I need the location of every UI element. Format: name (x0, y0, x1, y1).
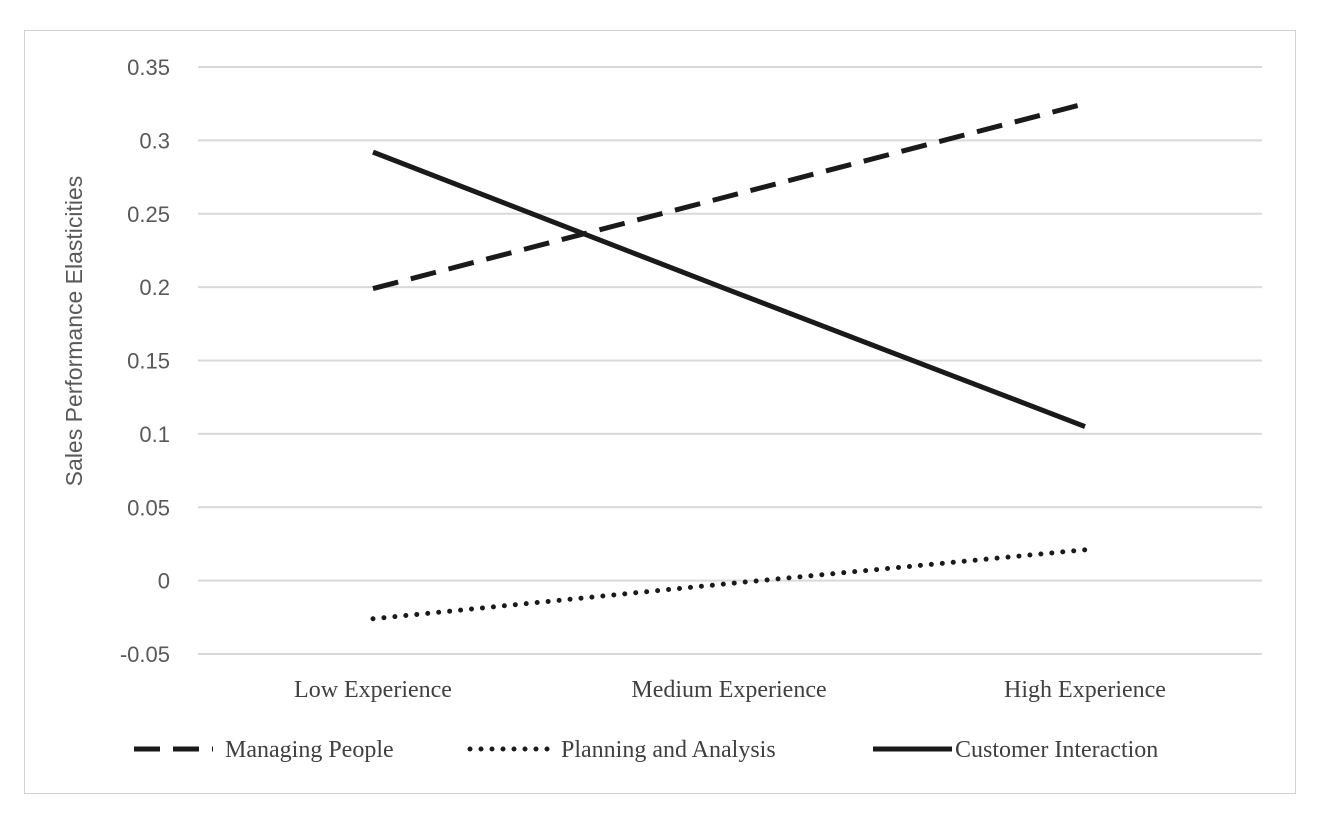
series-line-customer-interaction (372, 149, 1086, 429)
y-tick-label: 0.25 (127, 202, 170, 227)
chart-frame (24, 30, 1296, 794)
legend-label: Customer Interaction (955, 737, 1158, 763)
legend: Managing People Planning and Analysis Cust… (134, 737, 1158, 763)
x-axis-ticks: Low Experience Medium Experience High Expe… (294, 677, 1166, 703)
y-tick-label: 0.3 (139, 128, 170, 153)
series-line-planning-and-analysis (370, 547, 1088, 622)
y-tick-label: 0.15 (127, 349, 170, 374)
y-tick-label: -0.05 (120, 642, 170, 667)
y-tick-label: 0 (158, 569, 170, 594)
y-axis-label: Sales Performance Elasticities (61, 176, 87, 487)
x-tick-label: Low Experience (294, 677, 452, 703)
legend-label: Managing People (225, 737, 394, 763)
series-lines (370, 101, 1088, 622)
y-axis-ticks: -0.05 0 0.05 0.1 0.15 0.2 0.25 0.3 0.35 (120, 55, 170, 667)
series-line-managing-people (372, 101, 1086, 292)
y-tick-label: 0.35 (127, 55, 170, 80)
gridlines (198, 66, 1262, 655)
x-tick-label: High Experience (1004, 677, 1166, 703)
legend-label: Planning and Analysis (561, 737, 776, 763)
x-tick-label: Medium Experience (631, 677, 826, 703)
y-tick-label: 0.1 (139, 422, 170, 447)
y-tick-label: 0.2 (139, 275, 170, 300)
y-tick-label: 0.05 (127, 495, 170, 520)
